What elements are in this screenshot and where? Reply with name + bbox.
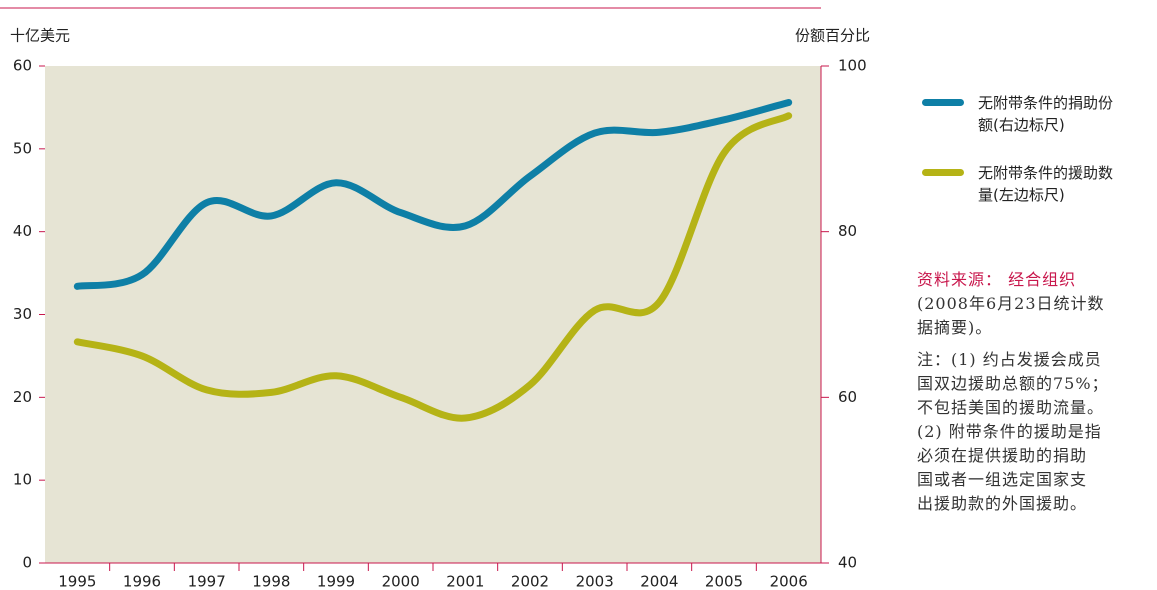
note-line: 出援助款的外国援助。 [917,494,1088,513]
x-tick-label: 1998 [252,573,290,590]
y-tick-label: 0 [22,554,32,572]
chart: 十亿美元 份额百分比 0 10 20 30 40 50 60 40 60 80 100 1995 199… [0,7,870,590]
source-line: 资料来源： 经合组织 [917,270,1077,289]
source-line: 据摘要)。 [917,318,993,337]
y-tick-label: 10 [13,471,32,489]
y2-axis-label: 份额百分比 [795,27,870,45]
note-line: 国或者一组选定国家支 [917,470,1088,489]
x-tick-label: 1999 [317,573,355,590]
note-line: 注：(1) 约占发援会成员 [917,350,1102,369]
legend-swatch [922,99,964,106]
y-axis-label: 十亿美元 [10,27,70,45]
y2-tick-label: 100 [838,57,867,75]
y2-tick-label: 40 [838,554,857,572]
y-tick-label: 50 [13,139,32,157]
legend-label: 无附带条件的捐助份额(右边标尺) [978,94,1114,134]
y2-tick-label: 80 [838,222,857,240]
y-tick-label: 20 [13,388,32,406]
source-line: (2008年6月23日统计数 [917,294,1105,313]
x-tick-label: 2001 [446,573,484,590]
x-tick-label: 1997 [188,573,226,590]
x-tick-label: 2005 [705,573,743,590]
x-tick-label: 1996 [123,573,161,590]
legend-label: 无附带条件的援助数量(左边标尺) [978,164,1114,204]
x-tick-label: 2002 [511,573,549,590]
y-tick-label: 30 [13,305,32,323]
y-tick-label: 60 [13,57,32,75]
note-line: 国双边援助总额的75%； [917,374,1109,393]
note-line: 不包括美国的援助流量。 [917,398,1105,417]
note-line: (2) 附带条件的援助是指 [917,422,1102,441]
x-tick-label: 2006 [770,573,808,590]
y2-tick-label: 60 [838,388,857,406]
y-tick-label: 40 [13,222,32,240]
plot-area [45,66,821,563]
x-tick-label: 2000 [382,573,420,590]
legend-swatch [922,169,964,176]
note-line: 必须在提供援助的捐助 [917,446,1088,465]
series-line [73,98,793,290]
series-line [73,112,793,422]
x-tick-label: 1995 [58,573,96,590]
x-tick-label: 2003 [576,573,614,590]
x-tick-label: 2004 [640,573,678,590]
side-notes: 资料来源： 经合组织 (2008年6月23日统计数 据摘要)。注：(1) 约占发援会… [917,268,1157,516]
